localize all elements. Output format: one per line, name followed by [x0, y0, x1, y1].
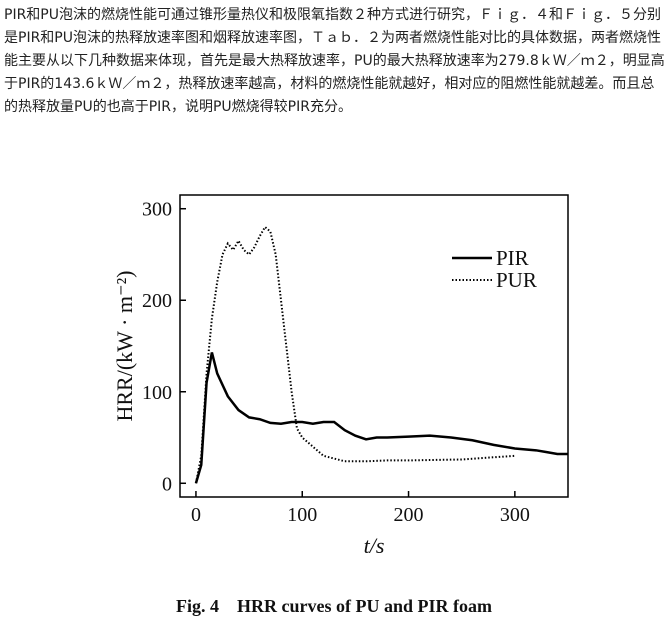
x-tick-label: 200 [394, 504, 424, 526]
x-axis-label: t/s [364, 533, 385, 558]
line-dotted [194, 225, 515, 484]
y-axis-label: HRR/(kW · m⁻²) [112, 270, 137, 421]
y-tick-label: 100 [142, 382, 172, 404]
x-tick-label: 300 [500, 504, 530, 526]
paragraph: PIR和PU泡沫的燃烧性能可通过锥形量热仪和极限氧指数２种方式进行研究，Ｆｉｇ．… [4, 7, 665, 115]
caption: Fig. 4 HRR curves of PU and PIR foam [176, 596, 492, 616]
x-tick-label: 0 [191, 504, 201, 526]
x-tick-label: 100 [287, 504, 317, 526]
line-solid [194, 352, 568, 484]
y-tick-label: 300 [142, 199, 172, 221]
plot-frame [179, 194, 569, 498]
y-tick-label: 0 [162, 473, 172, 495]
y-tick-label: 200 [142, 290, 172, 312]
legend-label: PIR [496, 246, 529, 270]
legend-label: PUR [496, 268, 537, 292]
